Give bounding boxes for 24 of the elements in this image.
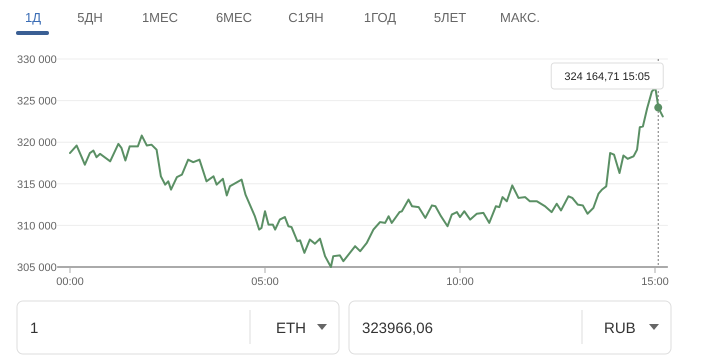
text: 6МЕС (216, 10, 252, 25)
y-tick-label: 320 000 (17, 137, 57, 150)
text: 5ЛЕТ (434, 10, 466, 25)
x-tick-label: 15:00 (641, 276, 669, 288)
text: 1ГОД (364, 10, 396, 25)
y-tick-label: 305 000 (17, 262, 57, 274)
text: 1 (30, 320, 38, 337)
text: МАКС. (500, 10, 540, 25)
y-tick-label: 310 000 (17, 220, 57, 232)
y-tick-label: 325 000 (17, 96, 57, 108)
text: 1Д (24, 10, 42, 25)
annotation: 324 164,71 15:05 (564, 71, 650, 83)
text: 1МЕС (142, 10, 178, 25)
text: RUB (604, 320, 636, 337)
y-tick-label: 330 000 (17, 54, 57, 66)
text: 5ДН (77, 10, 103, 25)
x-tick-label: 00:00 (56, 276, 84, 288)
x-tick-label: 10:00 (446, 276, 474, 288)
text: ETH (276, 320, 306, 337)
y-tick-label: 315 000 (17, 178, 57, 191)
x-tick-label: 05:00 (251, 276, 279, 288)
text: 323966,06 (362, 320, 433, 337)
line-series (69, 87, 664, 268)
text: С1ЯН (288, 10, 324, 25)
